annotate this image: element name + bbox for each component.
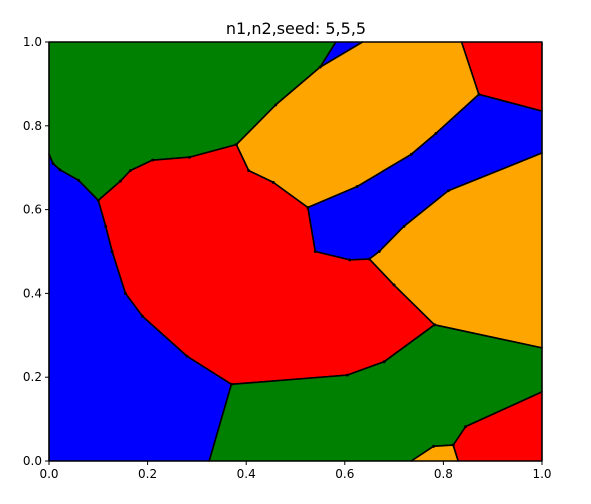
- y-tick-label: 0.4: [23, 286, 42, 300]
- vertex-marker: [356, 185, 359, 188]
- vertex-marker: [478, 93, 481, 96]
- vertex-marker: [97, 199, 100, 202]
- vertex-marker: [403, 225, 406, 228]
- y-tick-label: 0.6: [23, 203, 42, 217]
- vertex-marker: [151, 159, 154, 162]
- vertex-marker: [306, 206, 309, 209]
- vertex-marker: [272, 181, 275, 184]
- vertex-marker: [348, 258, 351, 261]
- vertex-marker: [410, 153, 413, 156]
- vertex-marker: [129, 169, 132, 172]
- vertex-marker: [452, 444, 455, 447]
- vertex-marker: [432, 445, 435, 448]
- vertex-marker: [230, 383, 233, 386]
- y-tick-label: 1.0: [23, 35, 42, 49]
- vertex-marker: [368, 258, 371, 261]
- x-tick-label: 0.0: [39, 467, 58, 481]
- vertex-marker: [378, 250, 381, 253]
- vertex-marker: [77, 179, 80, 182]
- vertex-marker: [435, 132, 438, 135]
- vertex-marker: [186, 355, 189, 358]
- vertex-marker: [58, 168, 61, 171]
- regions: [49, 42, 542, 461]
- vertex-marker: [346, 374, 349, 377]
- vertex-marker: [111, 250, 114, 253]
- vertex-marker: [274, 103, 277, 106]
- x-tick-label: 0.2: [138, 467, 157, 481]
- vertex-marker: [247, 169, 250, 172]
- vertex-marker: [383, 360, 386, 363]
- vertex-marker: [433, 323, 436, 326]
- x-tick-label: 1.0: [532, 467, 551, 481]
- x-tick-label: 0.4: [237, 467, 256, 481]
- y-tick-label: 0.0: [23, 454, 42, 468]
- vertex-marker: [188, 156, 191, 159]
- vertex-marker: [52, 162, 55, 165]
- vertex-marker: [393, 284, 396, 287]
- vertex-marker: [119, 180, 122, 183]
- x-tick-label: 0.6: [335, 467, 354, 481]
- vertex-marker: [124, 292, 127, 295]
- x-tick-label: 0.8: [434, 467, 453, 481]
- vertex-marker: [104, 225, 107, 228]
- vertex-marker: [464, 425, 467, 428]
- vertex-marker: [447, 189, 450, 192]
- chart-title: n1,n2,seed: 5,5,5: [226, 19, 366, 38]
- vertex-marker: [314, 250, 317, 253]
- y-tick-label: 0.2: [23, 370, 42, 384]
- vertex-marker: [235, 143, 238, 146]
- y-tick-label: 0.8: [23, 119, 42, 133]
- vertex-marker: [319, 66, 322, 69]
- vertex-marker: [141, 315, 144, 318]
